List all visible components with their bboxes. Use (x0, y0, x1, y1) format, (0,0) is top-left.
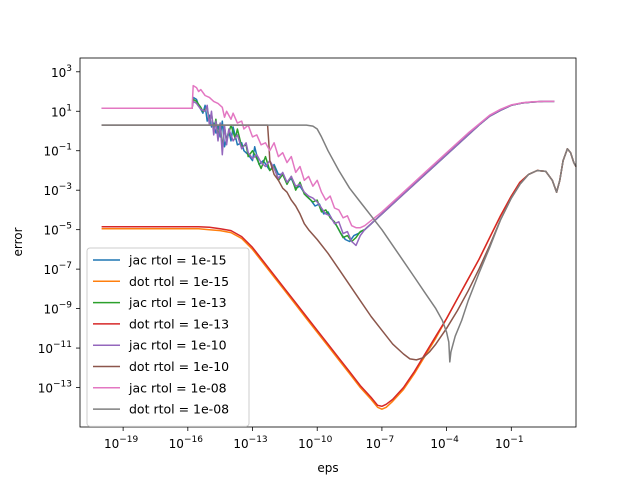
series-line-8 (101, 124, 577, 363)
x-tick-label: 10−10 (298, 435, 333, 451)
x-tick-label: 10−16 (169, 435, 204, 451)
series-line-7 (101, 84, 555, 229)
x-tick-label: 10−13 (233, 435, 267, 451)
y-tick-label: 10−7 (43, 261, 72, 277)
series-lines (101, 84, 577, 410)
x-tick-label: 10−7 (366, 435, 395, 451)
x-axis-ticks: 10−19 10−16 10−13 10−10 10−7 10−4 10−1 (104, 427, 524, 451)
series-line-5 (101, 100, 555, 247)
y-tick-label: 101 (51, 103, 72, 119)
y-tick-label: 10−3 (43, 182, 72, 198)
legend-label: dot rtol = 1e-08 (129, 402, 229, 417)
y-axis-label: error (11, 227, 25, 256)
legend-label: jac rtol = 1e-08 (128, 380, 227, 395)
legend-label: dot rtol = 1e-13 (129, 316, 229, 331)
legend: jac rtol = 1e-15 dot rtol = 1e-15 jac rtol… (86, 247, 250, 427)
legend-label: jac rtol = 1e-10 (128, 338, 227, 353)
legend-label: dot rtol = 1e-10 (129, 359, 229, 374)
series-line-3 (101, 98, 555, 243)
y-tick-label: 10−13 (38, 380, 72, 396)
legend-label: dot rtol = 1e-15 (129, 274, 229, 289)
y-tick-label: 10−9 (43, 301, 72, 317)
x-tick-label: 10−19 (104, 435, 139, 451)
y-tick-label: 10−11 (38, 340, 72, 356)
x-tick-label: 10−4 (430, 435, 459, 451)
y-tick-label: 10−1 (43, 143, 72, 159)
legend-box (86, 247, 250, 427)
plot-frame (79, 57, 577, 428)
legend-label: jac rtol = 1e-15 (128, 253, 227, 268)
y-axis-ticks: 103 101 10−1 10−3 10−5 10−7 10−9 10−11 10−13 (38, 64, 80, 396)
legend-label: jac rtol = 1e-13 (128, 295, 227, 310)
x-tick-label: 10−1 (495, 435, 524, 451)
y-tick-label: 103 (51, 64, 72, 80)
x-axis-label: eps (317, 461, 338, 475)
y-tick-label: 10−5 (43, 222, 72, 238)
